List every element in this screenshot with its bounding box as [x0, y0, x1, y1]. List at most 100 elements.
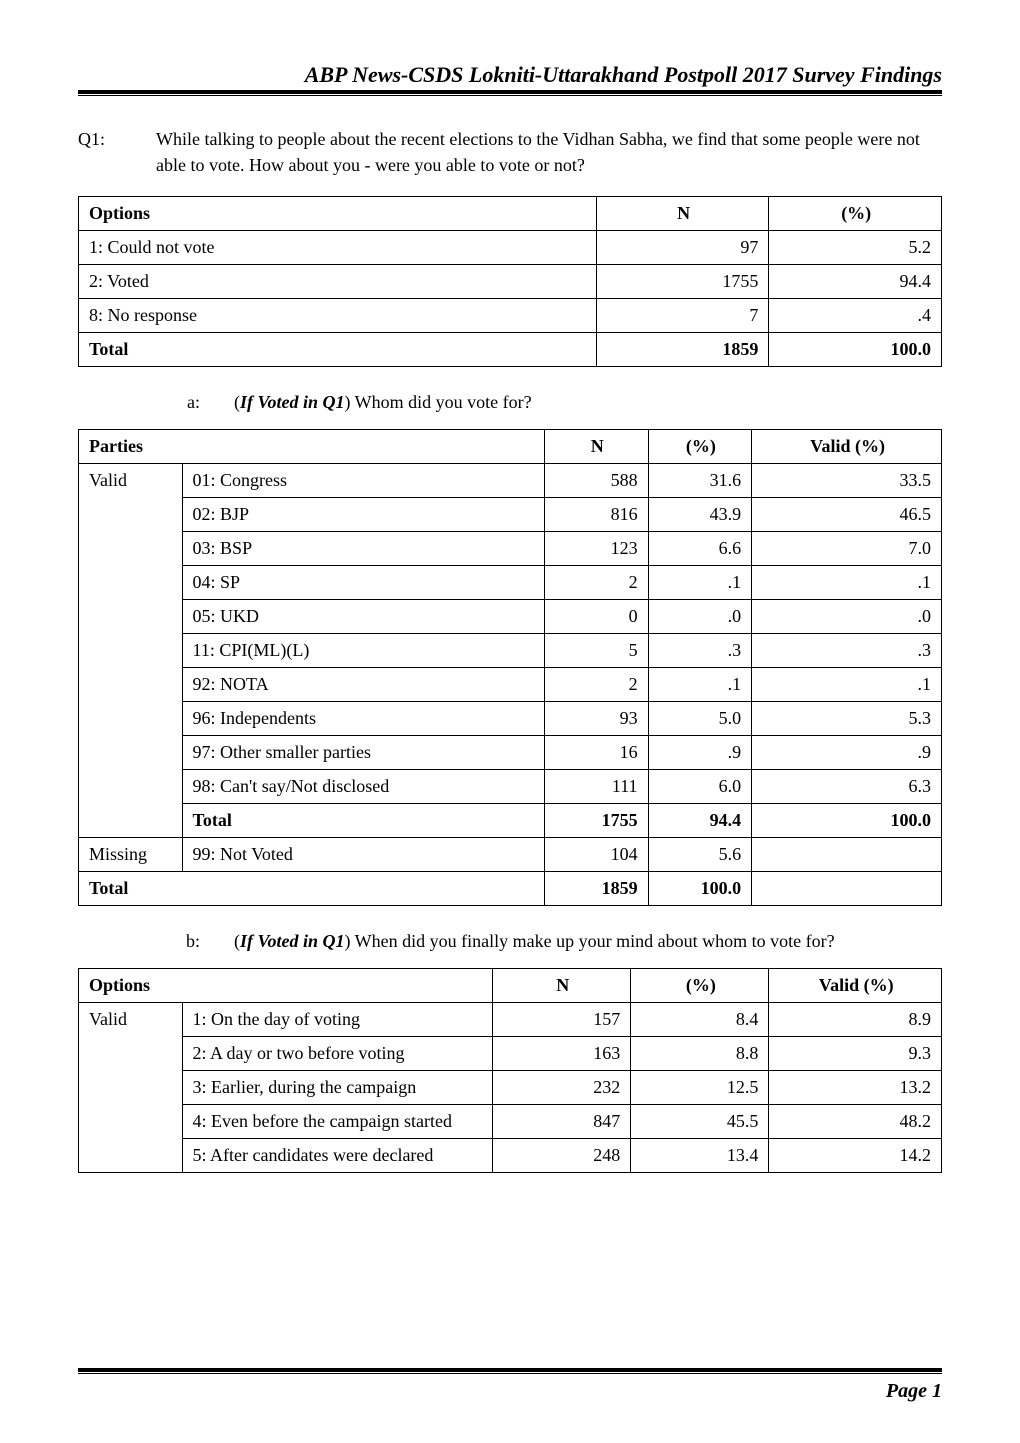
cell-party: 99: Not Voted — [182, 838, 544, 872]
cell-pct: 45.5 — [631, 1105, 769, 1139]
sub-b-text: (If Voted in Q1) When did you finally ma… — [234, 928, 835, 954]
cell-n: 123 — [545, 532, 649, 566]
table-row: Valid01: Congress58831.633.5 — [79, 464, 942, 498]
cell-party: 05: UKD — [182, 600, 544, 634]
col-options: Options — [79, 197, 597, 231]
cell-valid-pct: 33.5 — [752, 464, 942, 498]
table-row: 2: Voted175594.4 — [79, 265, 942, 299]
cell-n: 111 — [545, 770, 649, 804]
cell-pct: .1 — [648, 566, 752, 600]
col-valid-percent: Valid (%) — [769, 969, 942, 1003]
col-percent: (%) — [769, 197, 942, 231]
cell-pct: 13.4 — [631, 1139, 769, 1173]
cell-n: 816 — [545, 498, 649, 532]
header-rule-thick — [78, 90, 942, 94]
cell-valid-pct: .9 — [752, 736, 942, 770]
cell-valid-pct — [752, 838, 942, 872]
table-row: 97: Other smaller parties16.9.9 — [79, 736, 942, 770]
total-label: Total — [79, 872, 545, 906]
col-parties: Parties — [79, 430, 545, 464]
table-q1-options: Options N (%) 1: Could not vote975.22: V… — [78, 196, 942, 367]
cell-option: 2: A day or two before voting — [182, 1037, 493, 1071]
group-missing: Missing — [79, 838, 183, 872]
cell-option: 1: Could not vote — [79, 231, 597, 265]
cell-n: 5 — [545, 634, 649, 668]
total-pct: 100.0 — [769, 333, 942, 367]
table-row: 04: SP2.1.1 — [79, 566, 942, 600]
col-n: N — [493, 969, 631, 1003]
total-n: 1859 — [545, 872, 649, 906]
cell-pct: 5.6 — [648, 838, 752, 872]
table-subtotal-row: Total175594.4100.0 — [79, 804, 942, 838]
page-title: ABP News-CSDS Lokniti-Uttarakhand Postpo… — [78, 62, 942, 88]
page-footer: Page 1 — [78, 1368, 942, 1403]
total-n: 1859 — [596, 333, 769, 367]
table-total-row: Total1859100.0 — [79, 872, 942, 906]
cell-valid-pct: 14.2 — [769, 1139, 942, 1173]
cell-n: 93 — [545, 702, 649, 736]
cell-n: 232 — [493, 1071, 631, 1105]
cell-party: 02: BJP — [182, 498, 544, 532]
cell-valid-pct: 7.0 — [752, 532, 942, 566]
cell-party: 11: CPI(ML)(L) — [182, 634, 544, 668]
table-row: 05: UKD0.0.0 — [79, 600, 942, 634]
cell-pct: .0 — [648, 600, 752, 634]
cell-valid-pct: 9.3 — [769, 1037, 942, 1071]
cell-valid-pct: .1 — [752, 566, 942, 600]
cell-n: 0 — [545, 600, 649, 634]
table-parties: Parties N (%) Valid (%) Valid01: Congres… — [78, 429, 942, 906]
cell-pct: 43.9 — [648, 498, 752, 532]
cell-pct: .4 — [769, 299, 942, 333]
cell-valid-pct: 5.3 — [752, 702, 942, 736]
cell-valid-pct: 8.9 — [769, 1003, 942, 1037]
sub-a-text: (If Voted in Q1) Whom did you vote for? — [234, 389, 532, 415]
table-row: 98: Can't say/Not disclosed1116.06.3 — [79, 770, 942, 804]
table-row: 5: After candidates were declared24813.4… — [79, 1139, 942, 1173]
cell-pct: 5.0 — [648, 702, 752, 736]
cell-pct: 8.8 — [631, 1037, 769, 1071]
cell-n: 157 — [493, 1003, 631, 1037]
cell-valid-pct: 6.3 — [752, 770, 942, 804]
cell-n: 248 — [493, 1139, 631, 1173]
page-number: Page 1 — [78, 1380, 942, 1403]
col-n: N — [545, 430, 649, 464]
cell-n: 7 — [596, 299, 769, 333]
cell-n: 2 — [545, 566, 649, 600]
table-header-row: Options N (%) Valid (%) — [79, 969, 942, 1003]
sub-a-label: a: — [78, 389, 234, 415]
subtotal-n: 1755 — [545, 804, 649, 838]
cell-n: 16 — [545, 736, 649, 770]
cell-option: 4: Even before the campaign started — [182, 1105, 493, 1139]
table-row: 2: A day or two before voting1638.89.3 — [79, 1037, 942, 1071]
table-header-row: Parties N (%) Valid (%) — [79, 430, 942, 464]
table-row: 1: Could not vote975.2 — [79, 231, 942, 265]
cell-party: 92: NOTA — [182, 668, 544, 702]
table-decision-timing: Options N (%) Valid (%) Valid1: On the d… — [78, 968, 942, 1173]
cell-option: 2: Voted — [79, 265, 597, 299]
cell-option: 1: On the day of voting — [182, 1003, 493, 1037]
total-label: Total — [79, 333, 597, 367]
table-row: 96: Independents935.05.3 — [79, 702, 942, 736]
subtotal-pct: 94.4 — [648, 804, 752, 838]
table-row: 02: BJP81643.946.5 — [79, 498, 942, 532]
cell-n: 847 — [493, 1105, 631, 1139]
table-row: 11: CPI(ML)(L)5.3.3 — [79, 634, 942, 668]
cell-option: 3: Earlier, during the campaign — [182, 1071, 493, 1105]
header-rule-thin — [78, 95, 942, 96]
cell-pct: .9 — [648, 736, 752, 770]
table-header-row: Options N (%) — [79, 197, 942, 231]
cell-party: 97: Other smaller parties — [182, 736, 544, 770]
table-row: 3: Earlier, during the campaign23212.513… — [79, 1071, 942, 1105]
cell-pct: 12.5 — [631, 1071, 769, 1105]
cell-n: 104 — [545, 838, 649, 872]
table-row: 8: No response7.4 — [79, 299, 942, 333]
cell-pct: 94.4 — [769, 265, 942, 299]
cell-valid-pct: 46.5 — [752, 498, 942, 532]
cell-n: 2 — [545, 668, 649, 702]
cell-party: 96: Independents — [182, 702, 544, 736]
cell-n: 97 — [596, 231, 769, 265]
col-percent: (%) — [631, 969, 769, 1003]
table-total-row: Total 1859 100.0 — [79, 333, 942, 367]
cell-pct: 8.4 — [631, 1003, 769, 1037]
cell-n: 1755 — [596, 265, 769, 299]
